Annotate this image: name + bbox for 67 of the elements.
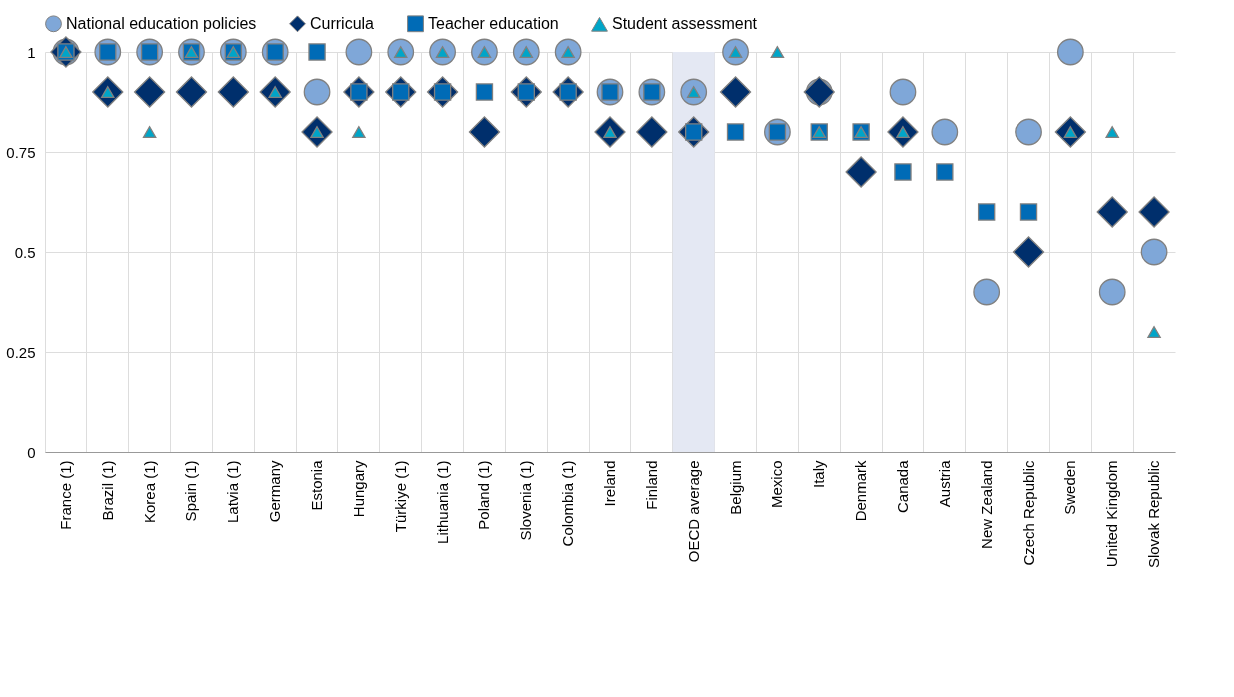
- point: [308, 43, 326, 61]
- x-tick-label: Austria: [935, 459, 953, 508]
- x-tick-label: Czech Republic: [1019, 460, 1037, 566]
- legend-label: Curricula: [310, 14, 375, 32]
- point: [1015, 118, 1042, 146]
- x-tick-label: France (1): [56, 460, 74, 530]
- x-tick-label: Spain (1): [182, 460, 200, 522]
- point: [142, 126, 157, 138]
- point: [889, 78, 917, 106]
- x-tick-label: Hungary: [349, 460, 367, 518]
- point: [217, 76, 249, 108]
- x-tick-label: Canada: [893, 459, 911, 514]
- point: [1138, 196, 1170, 228]
- point: [475, 83, 494, 101]
- x-tick-label: Slovak Republic: [1145, 460, 1163, 569]
- legend-label: Teacher education: [428, 14, 559, 32]
- legend-label: National education policies: [66, 14, 257, 32]
- point: [1056, 38, 1084, 66]
- x-tick-label: Colombia (1): [559, 460, 577, 547]
- x-tick-label: Finland: [642, 460, 660, 510]
- x-tick-label: United Kingdom: [1103, 460, 1121, 568]
- point: [719, 76, 752, 108]
- point: [1019, 203, 1038, 221]
- point: [1140, 238, 1168, 266]
- x-tick-label: Lithuania (1): [433, 460, 451, 544]
- point: [352, 126, 366, 138]
- y-tick-label: 0: [27, 443, 36, 461]
- point: [468, 116, 501, 148]
- y-tick-label: 0.5: [14, 243, 36, 261]
- x-tick-label: Korea (1): [140, 460, 158, 524]
- x-tick-label: Italy: [810, 460, 828, 489]
- y-tick-label: 1: [27, 43, 36, 61]
- x-tick-label: Denmark: [852, 460, 870, 522]
- point: [303, 78, 331, 106]
- point: [770, 46, 785, 58]
- x-tick-label: Latvia (1): [224, 460, 242, 524]
- point: [726, 123, 745, 141]
- point: [1147, 326, 1161, 338]
- point: [1012, 236, 1045, 268]
- point: [1096, 196, 1128, 228]
- x-tick-label: Brazil (1): [98, 460, 116, 521]
- legend-label: Student assessment: [612, 15, 758, 33]
- x-tick-label: Sweden: [1061, 460, 1079, 515]
- point: [894, 163, 912, 181]
- x-tick-label: Belgium: [726, 460, 744, 515]
- point: [977, 203, 996, 221]
- point: [175, 76, 208, 108]
- x-tick-label: OECD average: [684, 460, 702, 563]
- point: [636, 116, 668, 148]
- x-tick-label: Poland (1): [475, 460, 493, 530]
- point: [1098, 278, 1126, 306]
- x-tick-label: Mexico: [768, 460, 786, 509]
- x-tick-label: Türkiye (1): [391, 460, 409, 533]
- point: [345, 38, 373, 66]
- point: [133, 76, 166, 108]
- point: [931, 118, 959, 146]
- x-tick-label: New Zealand: [977, 460, 995, 549]
- point: [845, 156, 877, 188]
- x-tick-label: Estonia: [308, 459, 326, 511]
- x-tick-label: Germany: [266, 460, 284, 523]
- point: [1105, 126, 1119, 138]
- y-tick-label: 0.75: [6, 143, 36, 161]
- point: [936, 163, 954, 181]
- y-tick-label: 0.25: [6, 343, 36, 361]
- x-tick-label: Ireland: [601, 460, 618, 507]
- point: [973, 278, 1001, 306]
- x-tick-label: Slovenia (1): [517, 460, 535, 541]
